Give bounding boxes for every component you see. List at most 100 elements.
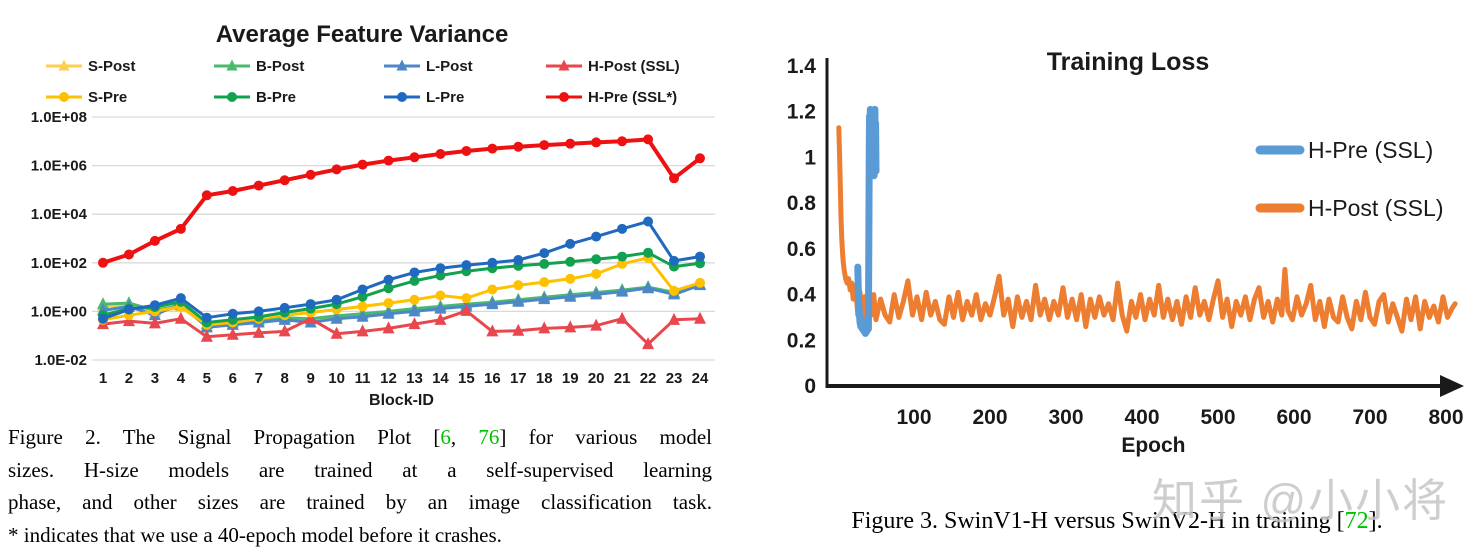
- series-marker-L-Pre: [98, 313, 108, 324]
- legend-marker: [559, 92, 569, 102]
- series-marker-B-Pre: [539, 258, 550, 269]
- x-tick-label: 24: [692, 370, 709, 387]
- series-marker-B-Pre: [643, 247, 654, 258]
- series-marker-H-Post (SSL): [668, 312, 681, 325]
- series-marker-L-Post: [616, 284, 629, 297]
- x-axis-title: Epoch: [1121, 434, 1185, 457]
- citation-number[interactable]: 6: [440, 425, 451, 449]
- legend-label: B-Post: [256, 58, 304, 75]
- series-marker-L-Pre: [149, 300, 160, 311]
- x-tick-label: 600: [1276, 406, 1311, 429]
- x-tick-label: 12: [380, 370, 397, 387]
- series-marker-H-Pre (SSL*): [565, 138, 576, 149]
- series-marker-S-Pre: [357, 301, 368, 312]
- series-marker-B-Pre: [565, 256, 576, 267]
- series-marker-S-Pre: [383, 298, 394, 309]
- series-marker-H-Post (SSL): [252, 325, 265, 338]
- series-marker-H-Pre (SSL*): [409, 152, 420, 163]
- series-marker-L-Pre: [461, 260, 472, 271]
- series-marker-H-Post (SSL): [356, 324, 369, 337]
- x-tick-label: 100: [896, 406, 931, 429]
- y-tick-label: 1.0E-02: [34, 352, 87, 369]
- y-tick-label: 1.0E+08: [31, 109, 87, 126]
- y-tick-label: 1.2: [787, 101, 816, 124]
- series-marker-S-Pre: [409, 294, 420, 305]
- x-tick-label: 23: [666, 370, 683, 387]
- series-marker-H-Pre (SSL*): [513, 141, 524, 152]
- y-tick-label: 1: [804, 146, 816, 169]
- x-tick-label: 11: [355, 370, 371, 387]
- x-tick-label: 19: [562, 370, 579, 387]
- series-marker-H-Pre (SSL*): [98, 257, 108, 268]
- series-marker-H-Post (SSL): [330, 326, 343, 339]
- legend-label: B-Pre: [256, 89, 296, 106]
- series-marker-S-Pre: [694, 277, 705, 288]
- legend-item-S-Post: S-Post: [46, 58, 136, 75]
- series-marker-L-Post: [408, 304, 421, 317]
- series-marker-B-Pre: [617, 251, 628, 262]
- legend-marker: [558, 59, 570, 71]
- caption-text: ] for various model: [499, 425, 712, 449]
- legend-item-H-Post (SSL): H-Post (SSL): [546, 58, 680, 75]
- series-marker-H-Post (SSL): [642, 337, 655, 350]
- x-tick-label: 5: [203, 370, 211, 387]
- series-marker-H-Post (SSL): [304, 311, 317, 324]
- x-tick-label: 500: [1200, 406, 1235, 429]
- legend-item-S-Pre: S-Pre: [46, 89, 127, 106]
- y-tick-label: 1.0E+02: [31, 255, 87, 272]
- series-marker-L-Post: [564, 289, 577, 302]
- series-marker-H-Post (SSL): [460, 303, 473, 316]
- series-marker-H-Post (SSL): [148, 316, 161, 329]
- series-marker-L-Pre: [643, 216, 654, 227]
- x-tick-label: 16: [484, 370, 501, 387]
- x-tick-label: 7: [255, 370, 263, 387]
- series-marker-H-Post (SSL): [590, 318, 603, 331]
- series-marker-H-Pre (SSL*): [694, 153, 705, 164]
- x-tick-label: 1: [99, 370, 107, 387]
- series-marker-H-Post (SSL): [226, 327, 239, 340]
- legend-marker: [396, 59, 408, 71]
- y-tick-label: 0.8: [787, 192, 817, 215]
- x-tick-label: 6: [229, 370, 237, 387]
- citation-number[interactable]: 76: [478, 425, 500, 449]
- series-marker-B-Pre: [591, 254, 602, 265]
- x-tick-label: 18: [536, 370, 553, 387]
- citation-number[interactable]: 72: [1344, 508, 1369, 534]
- series-marker-H-Pre (SSL*): [487, 143, 498, 154]
- series-marker-S-Pre: [565, 273, 576, 284]
- series-marker-H-Pre (SSL*): [149, 235, 160, 246]
- series-marker-L-Pre: [253, 306, 264, 317]
- caption-line: phase, and other sizes are trained by an…: [8, 486, 712, 519]
- series-marker-B-Post: [97, 297, 109, 310]
- x-axis-title: Block-ID: [369, 392, 434, 409]
- legend-item-H-Pre (SSL): H-Pre (SSL): [1255, 137, 1433, 163]
- x-axis-arrow: [1440, 375, 1464, 397]
- series-marker-H-Post (SSL): [616, 311, 629, 324]
- series-line-H-Pre (SSL): [854, 105, 880, 337]
- legend-marker: [226, 59, 238, 71]
- x-tick-label: 300: [1048, 406, 1083, 429]
- y-tick-label: 0.6: [787, 238, 816, 261]
- y-tick-label: 1.0E+04: [31, 206, 88, 223]
- series-marker-S-Pre: [487, 284, 498, 295]
- series-marker-H-Pre (SSL*): [669, 173, 680, 184]
- feature-variance-chart: Average Feature Variance 1.0E+08 1.0E+06 1.…: [31, 21, 715, 409]
- series-line-H-Pre (SSL*): [101, 137, 702, 265]
- series-marker-S-Pre: [435, 290, 446, 301]
- series-marker-H-Pre (SSL*): [227, 186, 238, 197]
- series-marker-H-Post (SSL): [200, 329, 213, 342]
- series-marker-L-Post: [330, 311, 343, 324]
- x-tick-label: 14: [432, 370, 449, 387]
- caption-line: sizes. H-size models are trained at a se…: [8, 454, 712, 487]
- caption-text: * indicates that we use a 40-epoch model…: [8, 522, 502, 547]
- legend-label: H-Post (SSL): [1308, 195, 1443, 221]
- series-marker-L-Pre: [357, 284, 368, 295]
- series-marker-L-Pre: [201, 312, 212, 323]
- series-marker-L-Pre: [591, 231, 602, 242]
- series-marker-H-Post (SSL): [382, 321, 395, 334]
- series-marker-L-Post: [590, 287, 603, 300]
- legend-label: S-Post: [88, 58, 136, 75]
- legend-label: H-Post (SSL): [588, 58, 680, 75]
- chart-title: Training Loss: [1047, 48, 1210, 76]
- y-tick-label: 1.4: [787, 55, 817, 78]
